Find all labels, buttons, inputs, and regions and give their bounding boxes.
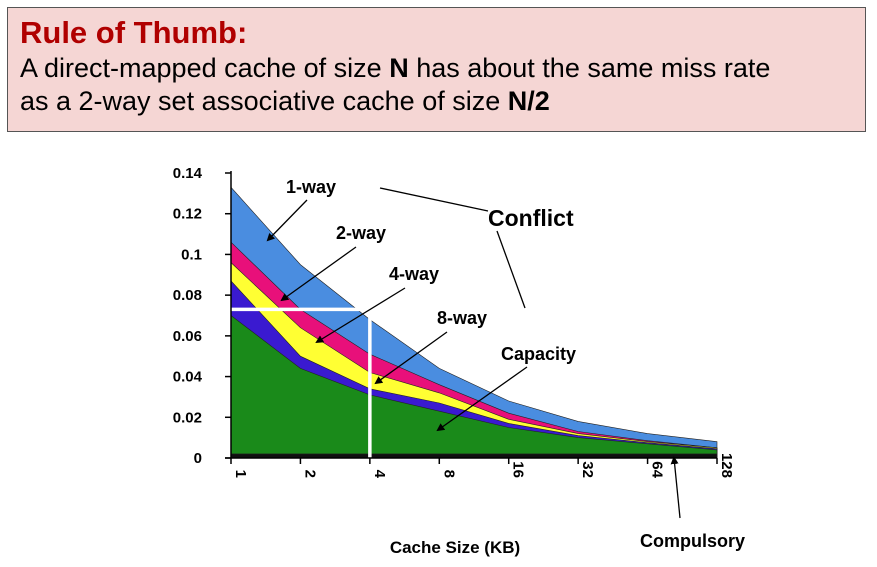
label-capacity: Capacity — [501, 344, 576, 364]
rule-text-1c: has about the same miss rate — [408, 53, 771, 83]
x-tick-label: 4 — [371, 470, 388, 479]
label-8-way: 8-way — [437, 308, 487, 328]
y-tick-label: 0.04 — [173, 369, 203, 386]
rule-of-thumb-box: Rule of Thumb: A direct-mapped cache of … — [7, 7, 866, 132]
arrow-4-way — [315, 287, 406, 344]
x-tick-label: 16 — [510, 461, 527, 478]
rule-text-2a: as a 2-way set associative cache of size — [20, 86, 508, 116]
axes: 0 0.02 0.04 0.06 0.08 0.1 0.12 0.14 1 2 4 8 16 32 64 12… — [173, 165, 735, 479]
label-conflict: Conflict — [488, 205, 574, 231]
rule-text-line-1: A direct-mapped cache of size N has abou… — [20, 52, 865, 85]
x-tick-label: 32 — [579, 461, 596, 478]
arrow-compulsory — [670, 456, 681, 519]
arrow-capacity — [436, 366, 528, 432]
rule-title: Rule of Thumb: — [20, 15, 248, 50]
y-tick-label: 0.06 — [173, 328, 202, 345]
x-tick-label: 1 — [232, 470, 249, 478]
annotations: 1-way 2-way 4-way 8-way Capacity Conflict Comp… — [266, 177, 745, 551]
area-compulsory — [230, 453, 718, 459]
arrow-8-way — [374, 331, 448, 385]
arrow-2-way — [280, 246, 357, 302]
x-tick-label: 8 — [440, 470, 457, 478]
rule-text-line-2: as a 2-way set associative cache of size… — [20, 85, 865, 118]
area-capacity — [230, 314, 718, 459]
x-axis-label: Cache Size (KB) — [390, 538, 520, 557]
y-tick-label: 0.12 — [173, 206, 202, 223]
y-tick-label: 0.08 — [173, 287, 202, 304]
line-conflict-1 — [379, 187, 489, 212]
label-compulsory: Compulsory — [640, 531, 745, 551]
line-conflict-2 — [496, 230, 526, 309]
x-tick-label: 64 — [649, 461, 666, 478]
rule-text-1a: A direct-mapped cache of size — [20, 53, 390, 83]
rule-text-1b: N — [389, 53, 409, 83]
x-tick-label: 2 — [301, 470, 318, 478]
y-tick-label: 0.14 — [173, 165, 203, 182]
label-2-way: 2-way — [336, 223, 386, 243]
rule-text-2b: N/2 — [507, 86, 550, 116]
highlight-lines — [231, 307, 372, 458]
arrow-1-way — [266, 199, 308, 242]
label-1-way: 1-way — [286, 177, 336, 197]
area-layers — [230, 186, 718, 459]
y-tick-label: 0.02 — [173, 409, 202, 426]
y-tick-label: 0.1 — [181, 246, 202, 263]
label-4-way: 4-way — [389, 264, 439, 284]
x-tick-label: 128 — [718, 453, 735, 478]
y-tick-label: 0 — [194, 450, 202, 467]
